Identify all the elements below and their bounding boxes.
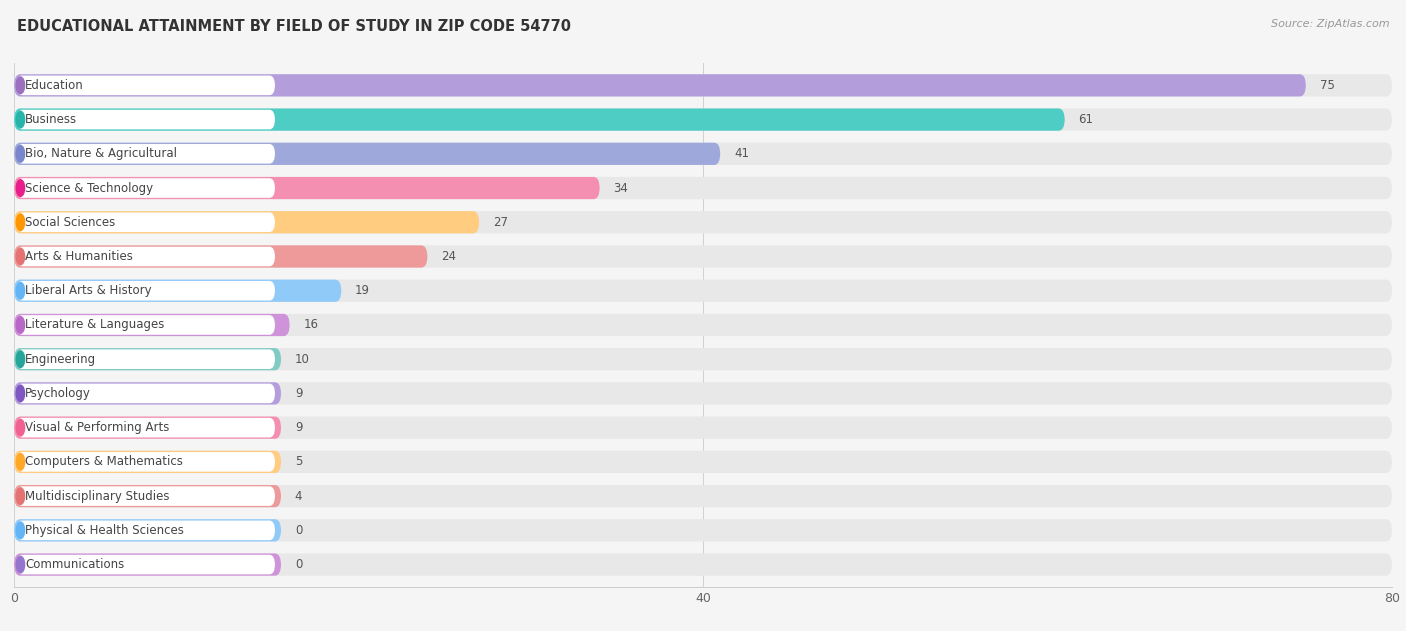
- FancyBboxPatch shape: [14, 74, 1306, 97]
- FancyBboxPatch shape: [14, 485, 1392, 507]
- Circle shape: [17, 248, 24, 265]
- Text: 19: 19: [356, 284, 370, 297]
- Text: Social Sciences: Social Sciences: [25, 216, 115, 229]
- FancyBboxPatch shape: [14, 143, 720, 165]
- FancyBboxPatch shape: [17, 144, 276, 163]
- Text: Visual & Performing Arts: Visual & Performing Arts: [25, 421, 169, 434]
- Text: Physical & Health Sciences: Physical & Health Sciences: [25, 524, 184, 537]
- Text: Engineering: Engineering: [25, 353, 96, 366]
- Circle shape: [17, 214, 24, 230]
- FancyBboxPatch shape: [17, 384, 276, 403]
- FancyBboxPatch shape: [14, 211, 479, 233]
- FancyBboxPatch shape: [14, 314, 290, 336]
- FancyBboxPatch shape: [14, 553, 1392, 575]
- Text: Source: ZipAtlas.com: Source: ZipAtlas.com: [1271, 19, 1389, 29]
- Text: 0: 0: [295, 558, 302, 571]
- FancyBboxPatch shape: [14, 382, 281, 404]
- Circle shape: [17, 180, 24, 196]
- Circle shape: [17, 557, 24, 573]
- Text: 4: 4: [295, 490, 302, 503]
- FancyBboxPatch shape: [14, 519, 1392, 541]
- Circle shape: [17, 454, 24, 470]
- FancyBboxPatch shape: [17, 281, 276, 300]
- FancyBboxPatch shape: [17, 521, 276, 540]
- FancyBboxPatch shape: [14, 382, 1392, 404]
- Text: 0: 0: [295, 524, 302, 537]
- FancyBboxPatch shape: [14, 416, 281, 439]
- Text: EDUCATIONAL ATTAINMENT BY FIELD OF STUDY IN ZIP CODE 54770: EDUCATIONAL ATTAINMENT BY FIELD OF STUDY…: [17, 19, 571, 34]
- Text: 24: 24: [441, 250, 456, 263]
- FancyBboxPatch shape: [14, 245, 427, 268]
- Text: Arts & Humanities: Arts & Humanities: [25, 250, 134, 263]
- Circle shape: [17, 522, 24, 539]
- Text: Psychology: Psychology: [25, 387, 91, 400]
- Circle shape: [17, 283, 24, 299]
- Circle shape: [17, 111, 24, 128]
- FancyBboxPatch shape: [17, 418, 276, 437]
- Circle shape: [17, 146, 24, 162]
- FancyBboxPatch shape: [14, 348, 281, 370]
- FancyBboxPatch shape: [14, 280, 342, 302]
- Circle shape: [17, 488, 24, 504]
- Text: Communications: Communications: [25, 558, 124, 571]
- Text: Education: Education: [25, 79, 84, 92]
- Text: 9: 9: [295, 387, 302, 400]
- FancyBboxPatch shape: [17, 76, 276, 95]
- FancyBboxPatch shape: [14, 416, 1392, 439]
- Circle shape: [17, 77, 24, 93]
- Circle shape: [17, 420, 24, 436]
- Text: 9: 9: [295, 421, 302, 434]
- Text: Science & Technology: Science & Technology: [25, 182, 153, 194]
- FancyBboxPatch shape: [17, 452, 276, 472]
- FancyBboxPatch shape: [17, 178, 276, 198]
- FancyBboxPatch shape: [14, 74, 1392, 97]
- Text: 5: 5: [295, 456, 302, 468]
- Text: 61: 61: [1078, 113, 1094, 126]
- FancyBboxPatch shape: [17, 487, 276, 506]
- FancyBboxPatch shape: [14, 485, 281, 507]
- FancyBboxPatch shape: [14, 109, 1064, 131]
- Text: 10: 10: [295, 353, 309, 366]
- FancyBboxPatch shape: [14, 280, 1392, 302]
- FancyBboxPatch shape: [17, 110, 276, 129]
- FancyBboxPatch shape: [17, 350, 276, 369]
- Circle shape: [17, 385, 24, 402]
- FancyBboxPatch shape: [14, 451, 1392, 473]
- FancyBboxPatch shape: [14, 109, 1392, 131]
- FancyBboxPatch shape: [14, 553, 281, 575]
- FancyBboxPatch shape: [14, 211, 1392, 233]
- Text: 27: 27: [494, 216, 508, 229]
- FancyBboxPatch shape: [14, 314, 1392, 336]
- FancyBboxPatch shape: [17, 555, 276, 574]
- Text: Computers & Mathematics: Computers & Mathematics: [25, 456, 183, 468]
- Text: Multidisciplinary Studies: Multidisciplinary Studies: [25, 490, 170, 503]
- Text: Business: Business: [25, 113, 77, 126]
- Text: Bio, Nature & Agricultural: Bio, Nature & Agricultural: [25, 147, 177, 160]
- Text: 16: 16: [304, 319, 318, 331]
- Text: 34: 34: [613, 182, 628, 194]
- FancyBboxPatch shape: [14, 519, 281, 541]
- FancyBboxPatch shape: [17, 247, 276, 266]
- FancyBboxPatch shape: [17, 213, 276, 232]
- Text: Liberal Arts & History: Liberal Arts & History: [25, 284, 152, 297]
- FancyBboxPatch shape: [14, 451, 281, 473]
- FancyBboxPatch shape: [14, 177, 599, 199]
- Circle shape: [17, 317, 24, 333]
- FancyBboxPatch shape: [14, 177, 1392, 199]
- FancyBboxPatch shape: [14, 143, 1392, 165]
- FancyBboxPatch shape: [14, 245, 1392, 268]
- Text: 41: 41: [734, 147, 749, 160]
- FancyBboxPatch shape: [14, 348, 1392, 370]
- Circle shape: [17, 351, 24, 367]
- Text: 75: 75: [1320, 79, 1334, 92]
- Text: Literature & Languages: Literature & Languages: [25, 319, 165, 331]
- FancyBboxPatch shape: [17, 315, 276, 335]
